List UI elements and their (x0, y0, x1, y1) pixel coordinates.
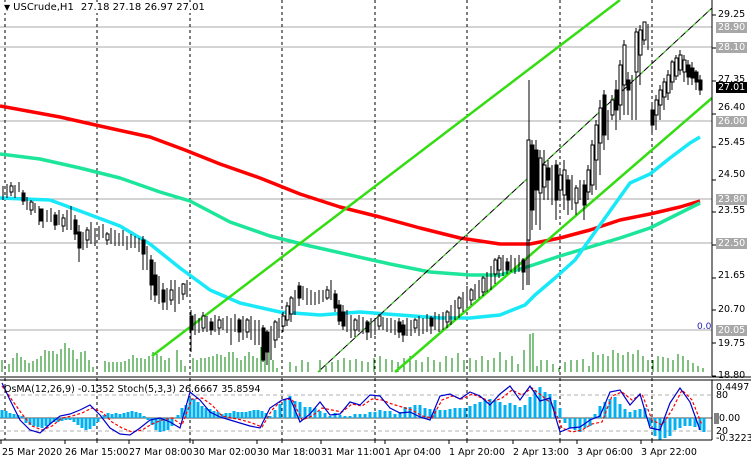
time-label: 27 Mar 08:00 (129, 447, 193, 458)
price-tick: 21.65 (718, 270, 746, 281)
price-tick: 25.45 (718, 137, 746, 148)
price-tick: 23.55 (718, 205, 746, 216)
level-label: 22.50 (716, 238, 748, 249)
level-label: 26.00 (716, 116, 748, 127)
channel-lower (394, 97, 713, 373)
time-label: 3 Apr 06:00 (577, 447, 633, 458)
time-label: 26 Mar 15:00 (65, 447, 129, 458)
symbol-label: USCrude,H1 (13, 2, 74, 13)
chart-header: ▼ USCrude,H1 27.18 27.18 26.97 27.01 (4, 2, 207, 13)
ema-50-line (0, 135, 701, 320)
stoch-main-line (1, 382, 701, 436)
channel-middle (317, 7, 713, 373)
price-tick: 29.25 (718, 9, 746, 20)
oscillator-title: OsMA(12,26,9) -0.1352 Stoch(5,3,3) 26.66… (4, 384, 261, 395)
time-label: 30 Mar 18:00 (257, 447, 321, 458)
osc-level-20: 20 (716, 426, 729, 437)
day-separators (4, 0, 653, 440)
price-axis (711, 0, 716, 377)
level-lines (0, 26, 712, 331)
osc-scale-bottom: -0.3223 (716, 433, 751, 444)
price-tick: 27.35 (718, 74, 746, 85)
osc-scale-top: 0.4497 (716, 382, 750, 393)
price-tick: 18.80 (718, 370, 746, 381)
price-tick: 20.70 (718, 304, 746, 315)
level-label: 23.80 (716, 194, 748, 205)
current-price-label: 27.01 (716, 82, 748, 93)
time-axis (0, 439, 712, 444)
ema-200-line (0, 104, 701, 246)
level-label: 28.10 (716, 42, 748, 53)
osc-zero: 0.00 (714, 413, 740, 424)
volume-bars (1, 333, 704, 372)
time-label: 25 Mar 2020 (2, 447, 63, 458)
time-label: 1 Apr 04:00 (385, 447, 441, 458)
price-tick: 19.75 (718, 338, 746, 349)
level-label: 20.05 (716, 325, 748, 336)
trend-channel (151, 0, 713, 373)
time-label: 2 Apr 13:00 (513, 447, 569, 458)
time-label: 3 Apr 22:00 (641, 447, 697, 458)
time-label: 30 Mar 02:00 (193, 447, 257, 458)
ema-144-line (0, 152, 701, 277)
triangle-down-icon[interactable]: ▼ (4, 3, 11, 12)
time-label: 1 Apr 20:00 (449, 447, 505, 458)
oscillator-pane (0, 380, 713, 440)
ohlc-values: 27.18 27.18 26.97 27.01 (80, 2, 205, 13)
candles (2, 21, 703, 365)
moving-averages (0, 104, 701, 320)
price-tick: 24.50 (718, 169, 746, 180)
zero-marker: 0.0 (697, 322, 712, 332)
time-label: 31 Mar 11:00 (321, 447, 385, 458)
channel-upper (151, 0, 621, 357)
level-label: 28.90 (716, 22, 748, 33)
price-tick: 26.40 (718, 102, 746, 113)
osma-histogram (0, 387, 706, 440)
osc-level-80: 80 (716, 390, 729, 401)
